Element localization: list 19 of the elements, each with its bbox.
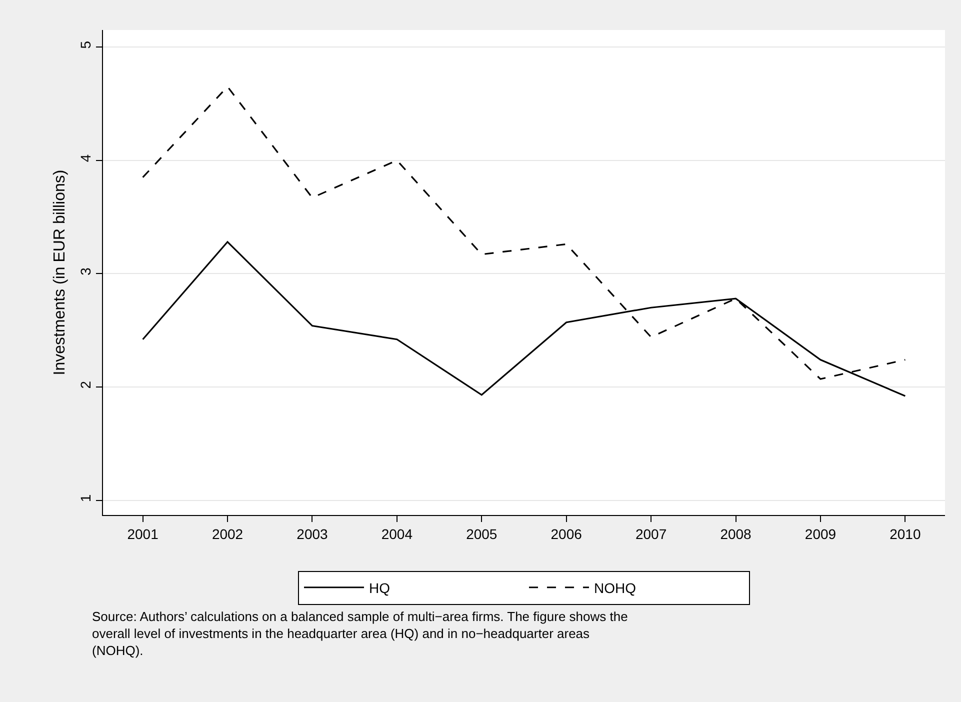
x-tick-label: 2007 [635, 526, 667, 542]
x-tick-label: 2010 [890, 526, 921, 542]
x-tick-label: 2001 [127, 526, 159, 542]
legend-label: NOHQ [594, 580, 636, 596]
legend-label: HQ [369, 580, 390, 596]
y-tick-label: 5 [77, 40, 94, 49]
y-tick-label: 2 [77, 380, 94, 389]
x-tick-label: 2009 [804, 526, 836, 542]
y-tick-label: 1 [77, 494, 94, 502]
x-tick-label: 2003 [296, 526, 328, 542]
source-note: Source: Authors’ calculations on a balanced sample of multi−area firms. The figure shows the overall level of investments in the headquarter area (HQ) and in no−headquarter areas (NOHQ). [92, 609, 628, 658]
x-tick-label: 2004 [381, 526, 413, 542]
x-tick-label: 2006 [550, 526, 582, 542]
x-tick-label: 2008 [720, 526, 752, 542]
y-tick-label: 3 [77, 267, 94, 276]
x-tick-label: 2005 [466, 526, 498, 542]
y-tick-label: 4 [77, 154, 94, 162]
y-axis-title: Investments (in EUR billions) [51, 170, 68, 376]
x-tick-label: 2002 [212, 526, 244, 542]
